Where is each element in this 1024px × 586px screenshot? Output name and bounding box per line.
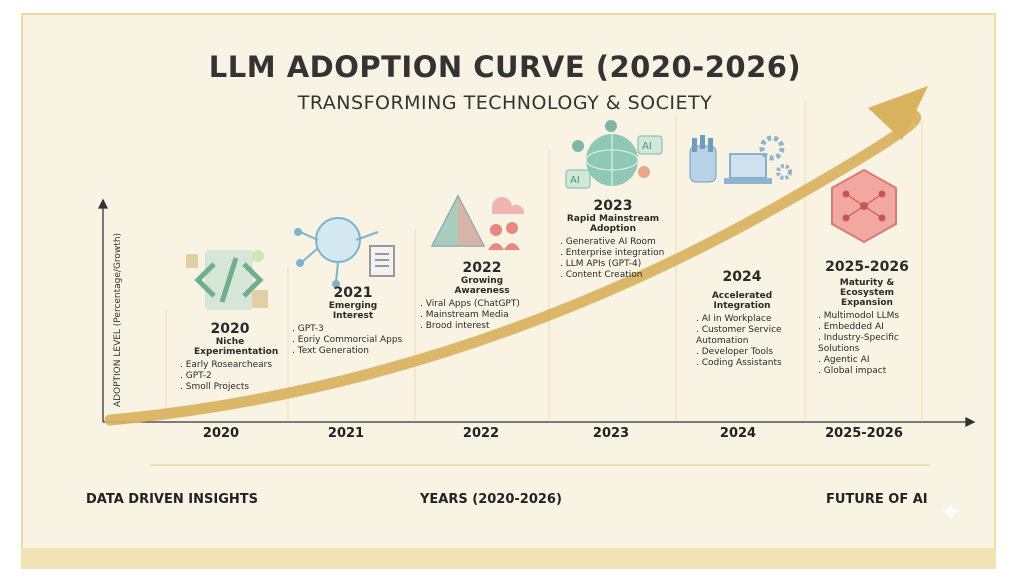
stage-name: Maturity & Ecosystem Expansion [839,278,895,308]
stage-year: 2025-2026 [825,259,909,275]
stage-item: Developer Tools [696,347,796,358]
stage-item: Content Creation [560,270,672,281]
stage-name: Growing Awareness [454,276,510,296]
code-icon [186,250,268,310]
stage-item: Generative AI Room [560,237,672,248]
prism-people-icon [430,194,525,250]
stage-year: 2021 [333,285,373,301]
stage-name: Niche Experimentation [194,337,279,357]
adoption-curve-arrowhead [868,86,928,140]
svg-text:AI: AI [642,141,652,152]
globe-people-icon: AI AI [565,120,663,189]
stage-item: Early Rosearchears [180,360,290,371]
stage-2024: 2024 Accelerated Integration AI in Workp… [682,269,802,369]
footer-center: YEARS (2020-2026) [420,492,562,507]
sparkle-icon: ✦ [940,498,962,528]
stage-item: Enterprise integration [560,248,672,259]
footer-left: DATA DRIVEN INSIGHTS [86,492,258,507]
x-tick-label: 2025-2026 [825,426,903,441]
bottom-band [21,548,996,569]
neural-network-icon [831,168,897,244]
stage-name: Accelerated Integration [711,291,773,311]
x-tick-label: 2021 [327,426,365,441]
stage-item: LLM APIs (GPT-4) [560,259,672,270]
stage-item: Embedded AI [818,322,918,333]
stage-item: Coding Assistants [696,358,796,369]
stage-year: 2020 [210,321,250,337]
y-axis-label: ADOPTION LEVEL (Percentage/Growth) [113,232,123,408]
x-tick-label: 2022 [462,426,500,441]
stage-item: Brood interest [420,321,544,332]
x-tick-label: 2023 [592,426,630,441]
stage-item: Text Generation [292,346,414,357]
stage-item: Customer Service Automation [696,325,796,347]
footer-right: FUTURE OF AI [826,492,928,507]
stage-2021: 2021 Emerging Interest GPT-3 Eoriy Commo… [292,285,414,357]
x-tick-label: 2020 [202,426,240,441]
robot-laptop-icon [689,135,792,184]
stage-item: Multimodol LLMs [818,311,918,322]
stage-2020: 2020 Niche Experimentation Early Rosearc… [170,321,290,393]
stage-2023: 2023 Rapid Mainstream Adoption Generativ… [554,198,672,281]
stage-year: 2022 [462,260,502,276]
stage-2022: 2022 Growing Awareness Viral Apps (ChatG… [420,260,544,332]
stage-item: Agentic AI [818,355,918,366]
svg-text:AI: AI [570,175,580,186]
stage-item: Global impact [818,366,918,377]
poster-frame [21,13,996,569]
stage-item: GPT-3 [292,324,414,335]
page-title: LLM ADOPTION CURVE (2020-2026) [208,50,802,84]
stage-name: Emerging Interest [328,301,378,321]
stage-item: Smoll Projects [180,382,290,393]
brain-network-icon [294,217,395,288]
stage-item: Viral Apps (ChatGPT) [420,299,544,310]
stage-item: GPT-2 [180,371,290,382]
stage-2025-2026: 2025-2026 Maturity & Ecosystem Expansion… [808,259,926,377]
stage-year: 2024 [722,269,762,285]
stage-item: Industry-Specific Solutions [818,333,918,355]
stage-item: Eoriy Commorcial Apps [292,335,414,346]
stage-item: Mainstream Media [420,310,544,321]
axes [97,198,976,428]
stage-name: Rapid Mainstream Adoption [566,214,660,234]
x-tick-label: 2024 [719,426,757,441]
stage-item: AI in Workplace [696,314,796,325]
page-subtitle: TRANSFORMING TECHNOLOGY & SOCIETY [297,92,713,114]
stage-year: 2023 [593,198,633,214]
